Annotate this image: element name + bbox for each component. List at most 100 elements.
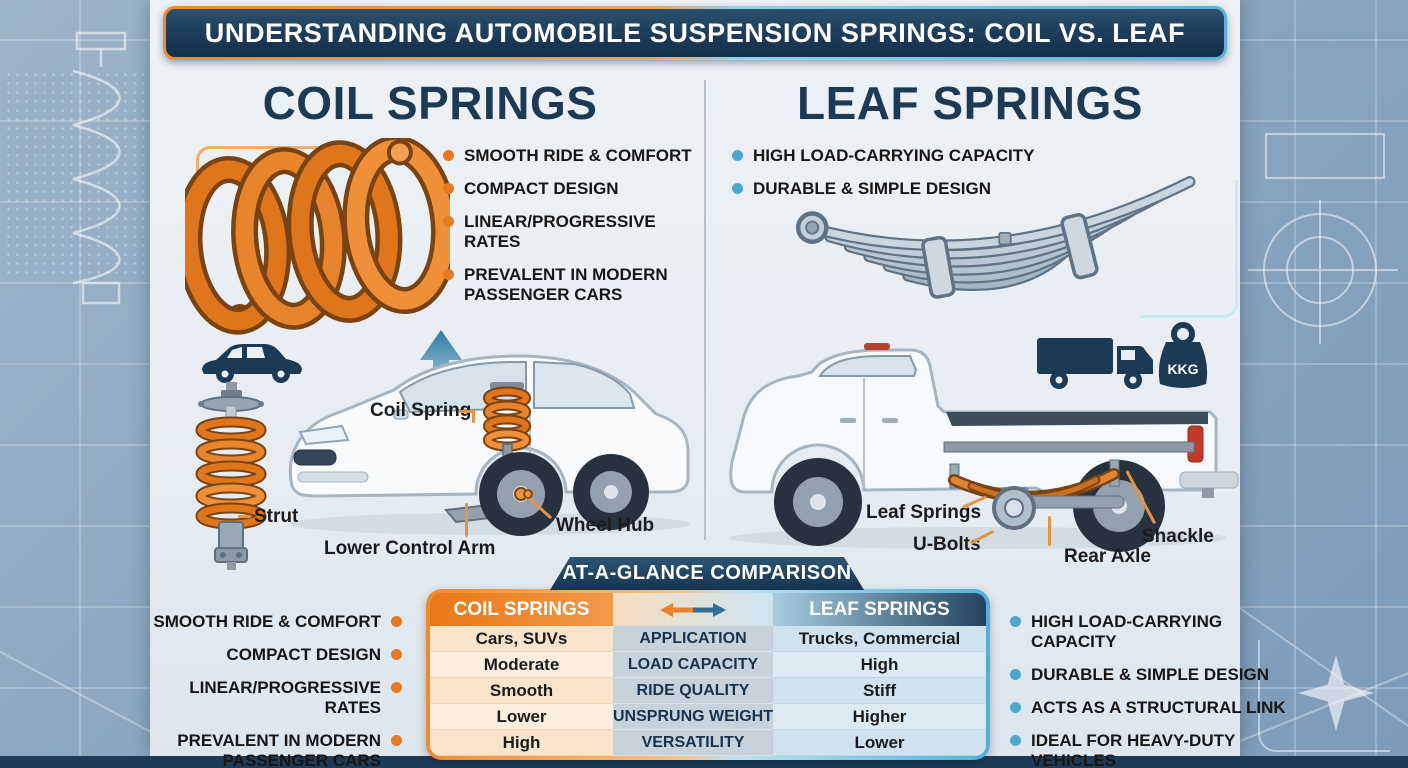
bullet-dot-icon [732, 183, 743, 195]
table-cell: Lower [430, 704, 613, 730]
label-connector-dot [523, 489, 533, 499]
label-connector [472, 410, 475, 423]
bullet-dot-icon [443, 183, 454, 195]
u-bolts-label: U-Bolts [913, 534, 981, 555]
title-banner-inner: UNDERSTANDING AUTOMOBILE SUSPENSION SPRI… [166, 9, 1224, 57]
title-banner: UNDERSTANDING AUTOMOBILE SUSPENSION SPRI… [163, 6, 1227, 60]
bullet-text: DURABLE & SIMPLE DESIGN [1031, 665, 1270, 685]
list-item: PREVALENT IN MODERN PASSENGER CARS [443, 265, 705, 305]
bullet-dot-icon [1010, 669, 1021, 681]
bullet-dot-icon [1010, 735, 1021, 747]
leaf-spring-illustration [795, 176, 1196, 299]
table-cell: Trucks, Commercial [773, 626, 986, 652]
bullet-dot-icon [1010, 616, 1021, 627]
bullet-text: LINEAR/PROGRESSIVE RATES [464, 212, 656, 252]
table-cell: Lower [773, 730, 986, 756]
column-divider [704, 80, 706, 540]
sedan-illustration [288, 354, 690, 536]
bullet-dot-icon [391, 649, 402, 661]
cyan-corner-frame [1140, 180, 1238, 318]
table-metric: APPLICATION [613, 626, 773, 652]
bullet-dot-icon [443, 269, 454, 281]
table-header-leaf: LEAF SPRINGS [773, 593, 986, 626]
list-item: HIGH LOAD-CARRYING CAPACITY [1010, 612, 1298, 652]
lower-control-arm-label: Lower Control Arm [324, 538, 496, 559]
table-metric: VERSATILITY [613, 730, 773, 756]
list-item: SMOOTH RIDE & COMFORT [152, 612, 402, 632]
comparison-banner: AT-A-GLANCE COMPARISON [550, 557, 864, 590]
table-metric: LOAD CAPACITY [613, 652, 773, 678]
table-cell: Smooth [430, 678, 613, 704]
table-header-coil: COIL SPRINGS [430, 593, 613, 626]
bullet-text: PREVALENT IN MODERN PASSENGER CARS [464, 265, 668, 305]
list-item: LINEAR/PROGRESSIVE RATES [443, 212, 705, 252]
list-item: COMPACT DESIGN [152, 645, 402, 665]
bottom-navy-bar [0, 756, 1408, 768]
rear-axle-label: Rear Axle [1064, 546, 1151, 567]
page-title: UNDERSTANDING AUTOMOBILE SUSPENSION SPRI… [204, 17, 1186, 48]
table-header-arrow [613, 593, 773, 626]
list-item: DURABLE & SIMPLE DESIGN [1010, 665, 1298, 685]
leaf-bullet-list: HIGH LOAD-CARRYING CAPACITY DURABLE & SI… [732, 146, 1062, 212]
wheel-hub-label: Wheel Hub [556, 515, 655, 536]
bullet-dot-icon [391, 682, 402, 694]
blueprint-corner-line [1258, 640, 1390, 752]
bullet-dot-icon [391, 616, 402, 627]
list-item: LINEAR/PROGRESSIVE RATES [152, 678, 402, 718]
weight-kkg-icon: KKG [1158, 322, 1208, 388]
bullet-text: COMPACT DESIGN [464, 179, 619, 199]
label-connector [459, 410, 475, 413]
coil-spring-illustration [185, 138, 450, 335]
list-item: HIGH LOAD-CARRYING CAPACITY [732, 146, 1062, 166]
bullet-text: DURABLE & SIMPLE DESIGN [753, 179, 992, 199]
table-cell: Stiff [773, 678, 986, 704]
table-cell: Higher [773, 704, 986, 730]
bullet-text: HIGH LOAD-CARRYING CAPACITY [753, 146, 1035, 165]
bullet-text: PREVALENT IN MODERN PASSENGER CARS [177, 731, 381, 768]
list-item: PREVALENT IN MODERN PASSENGER CARS [152, 731, 402, 768]
list-item: COMPACT DESIGN [443, 179, 705, 199]
bullet-dot-icon [732, 150, 743, 161]
kkg-label: KKG [1167, 361, 1198, 377]
blueprint-gear-sketch [1248, 133, 1398, 344]
bullet-text: LINEAR/PROGRESSIVE RATES [189, 678, 381, 718]
coil-springs-heading: COIL SPRINGS [262, 77, 598, 129]
bullet-dot-icon [443, 216, 454, 228]
table-metric: RIDE QUALITY [613, 678, 773, 704]
pickup-truck-illustration [729, 343, 1239, 552]
coil-spring-label: Coil Spring [370, 400, 472, 421]
blueprint-dot-texture [4, 70, 144, 280]
strut-label: Strut [254, 506, 299, 527]
shackle-label: Shackle [1142, 526, 1214, 547]
bullet-text: COMPACT DESIGN [226, 645, 381, 665]
bullet-dot-icon [391, 735, 402, 747]
table-cell: High [430, 730, 613, 756]
bullet-dot-icon [443, 150, 454, 161]
list-item: IDEAL FOR HEAVY-DUTY VEHICLES [1010, 731, 1298, 768]
double-arrow-icon [660, 602, 726, 617]
table-cell: Cars, SUVs [430, 626, 613, 652]
table-cell: High [773, 652, 986, 678]
list-item: SMOOTH RIDE & COMFORT [443, 146, 705, 166]
table-metric: UNSPRUNG WEIGHT [613, 704, 773, 730]
bullet-text: SMOOTH RIDE & COMFORT [464, 146, 692, 165]
label-connector [465, 503, 468, 537]
list-item: ACTS AS A STRUCTURAL LINK [1010, 698, 1298, 718]
strut-illustration [195, 382, 267, 570]
table-cell: Moderate [430, 652, 613, 678]
comparison-title: AT-A-GLANCE COMPARISON [562, 562, 852, 584]
bullet-dot-icon [1010, 702, 1021, 714]
truck-icon [1037, 338, 1153, 389]
comparison-table: COIL SPRINGS LEAF SPRINGS Cars, SUVs APP… [426, 589, 990, 760]
bullet-text: IDEAL FOR HEAVY-DUTY VEHICLES [1031, 731, 1236, 768]
leaf-springs-label: Leaf Springs [866, 502, 982, 523]
leaf-springs-heading: LEAF SPRINGS [797, 77, 1143, 129]
label-connector [1048, 516, 1051, 546]
comparison-table-inner: COIL SPRINGS LEAF SPRINGS Cars, SUVs APP… [430, 593, 986, 756]
car-icon [202, 344, 302, 383]
coil-bullet-list: SMOOTH RIDE & COMFORT COMPACT DESIGN LIN… [443, 146, 705, 318]
bullet-text: SMOOTH RIDE & COMFORT [153, 612, 381, 631]
bullet-text: HIGH LOAD-CARRYING CAPACITY [1031, 612, 1223, 652]
label-connector [238, 515, 251, 518]
